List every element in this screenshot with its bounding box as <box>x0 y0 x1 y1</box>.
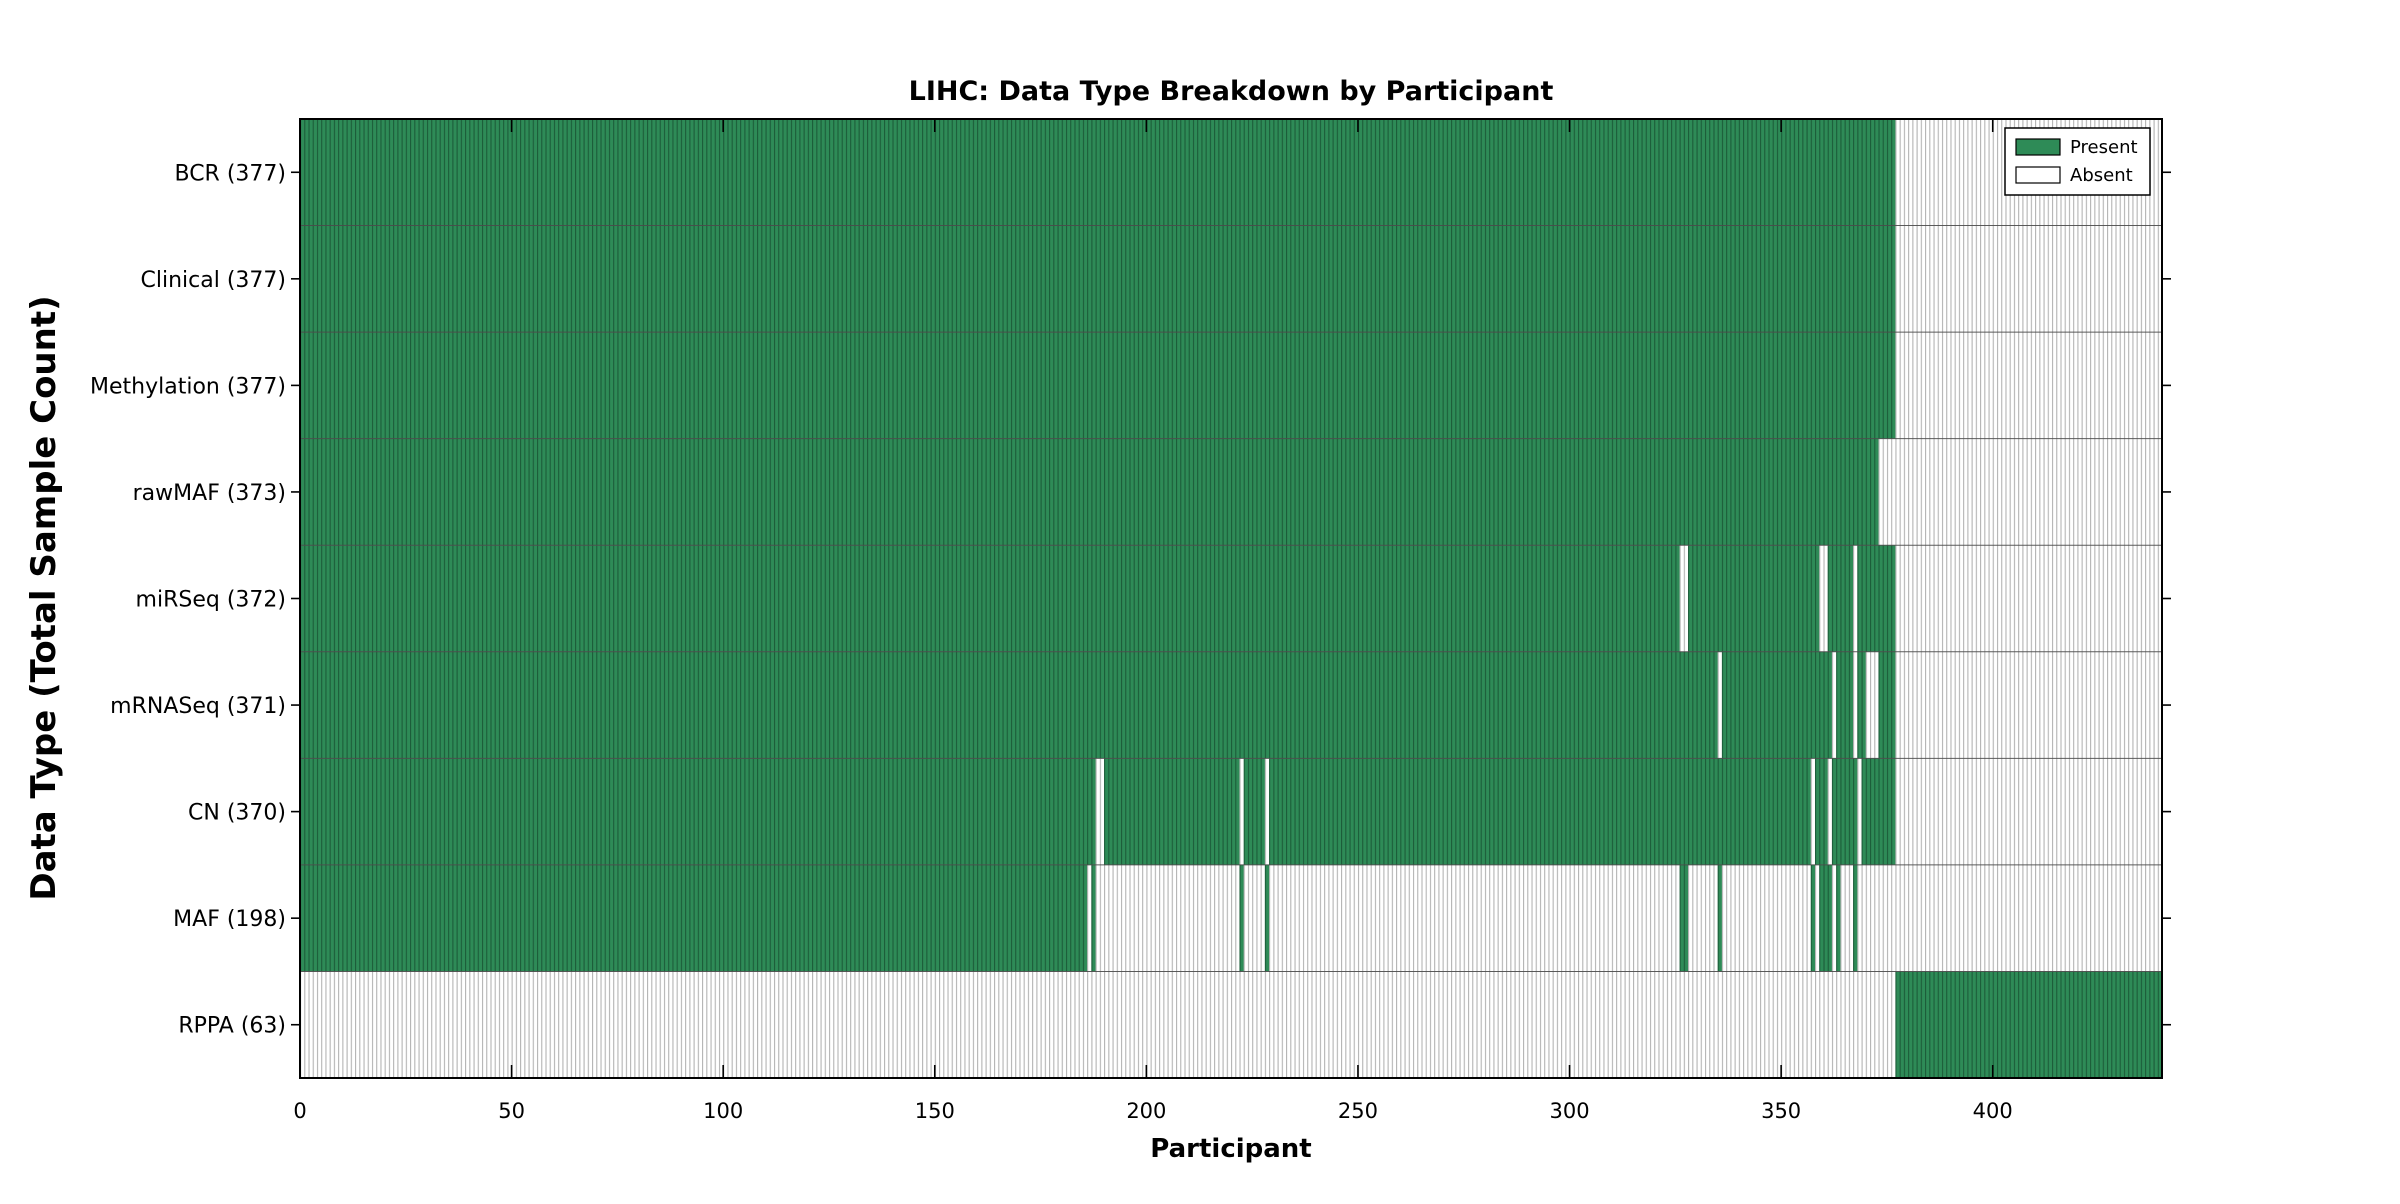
present-segment <box>1836 864 1841 972</box>
row-rawMAF <box>300 438 2162 546</box>
row-Methylation <box>300 332 2162 439</box>
x-tick-label: 400 <box>1973 1099 2013 1123</box>
present-segment <box>1679 864 1689 972</box>
y-axis-label: Data Type (Total Sample Count) <box>24 295 64 900</box>
y-tick-label: BCR (377) <box>174 161 286 186</box>
present-segment <box>1264 864 1270 972</box>
present-segment <box>300 651 1718 759</box>
row-CN <box>300 758 2162 865</box>
present-segment <box>1688 545 1820 652</box>
y-tick-label: rawMAF (373) <box>133 481 286 506</box>
legend: Present Absent <box>2004 127 2151 196</box>
present-segment <box>1831 758 1858 865</box>
y-tick-label: MAF (198) <box>173 907 286 932</box>
absent-background <box>300 971 2162 1078</box>
present-segment <box>1819 864 1832 972</box>
y-tick-label: Clinical (377) <box>141 268 286 293</box>
present-segment <box>300 758 1096 865</box>
row-Clinical <box>300 225 2162 333</box>
row-mRNASeq <box>300 651 2162 759</box>
present-segment <box>1861 758 1896 865</box>
legend-label-present: Present <box>2070 137 2138 158</box>
x-axis-label: Participant <box>1150 1134 1311 1164</box>
y-tick-label: miRSeq (372) <box>136 588 286 613</box>
present-segment <box>1717 864 1722 972</box>
present-segment <box>1857 651 1866 759</box>
chart-title: LIHC: Data Type Breakdown by Participant <box>909 76 1554 107</box>
x-tick-label: 0 <box>293 1099 306 1123</box>
row-dividers <box>300 225 2162 972</box>
axis-tick-labels: 0 50 100 150 200 250 300 350 400 BCR (377) Clinica… <box>90 161 2013 1123</box>
present-segment <box>1243 758 1265 865</box>
present-segment <box>300 864 1088 972</box>
present-segment <box>300 225 1896 333</box>
present-segment <box>300 438 1879 546</box>
present-segment <box>1091 864 1096 972</box>
legend-label-absent: Absent <box>2070 165 2133 186</box>
row-BCR <box>300 119 2162 226</box>
x-tick-label: 100 <box>703 1099 743 1123</box>
present-segment <box>1104 758 1240 865</box>
y-tick-label: CN (370) <box>188 801 286 826</box>
present-segment <box>1836 651 1854 759</box>
y-tick-label: Methylation (377) <box>90 374 286 399</box>
present-segment <box>1810 864 1815 972</box>
row-MAF <box>300 864 2162 972</box>
present-segment <box>300 119 1896 226</box>
plot-frame <box>299 118 2163 1079</box>
x-tick-label: 50 <box>498 1099 525 1123</box>
x-tick-label: 350 <box>1761 1099 1801 1123</box>
present-segment <box>1721 651 1832 759</box>
present-segment <box>300 545 1680 652</box>
present-segment <box>1878 651 1896 759</box>
y-tick-label: mRNASeq (371) <box>110 694 286 719</box>
present-segment <box>1895 971 2162 1078</box>
present-segment <box>1827 545 1854 652</box>
row-miRSeq <box>300 545 2162 652</box>
present-segment <box>1853 864 1858 972</box>
x-tick-label: 200 <box>1126 1099 1166 1123</box>
row-RPPA <box>300 971 2162 1078</box>
legend-swatch-absent <box>2015 166 2061 184</box>
present-segment <box>1269 758 1811 865</box>
presence-matrix <box>300 119 2162 1078</box>
present-segment <box>300 332 1896 439</box>
legend-swatch-present <box>2015 138 2061 156</box>
x-tick-label: 150 <box>915 1099 955 1123</box>
x-tick-label: 250 <box>1338 1099 1378 1123</box>
x-tick-label: 300 <box>1549 1099 1589 1123</box>
present-segment <box>1239 864 1244 972</box>
present-segment <box>1814 758 1828 865</box>
y-tick-label: RPPA (63) <box>178 1014 286 1039</box>
present-segment <box>1857 545 1896 652</box>
